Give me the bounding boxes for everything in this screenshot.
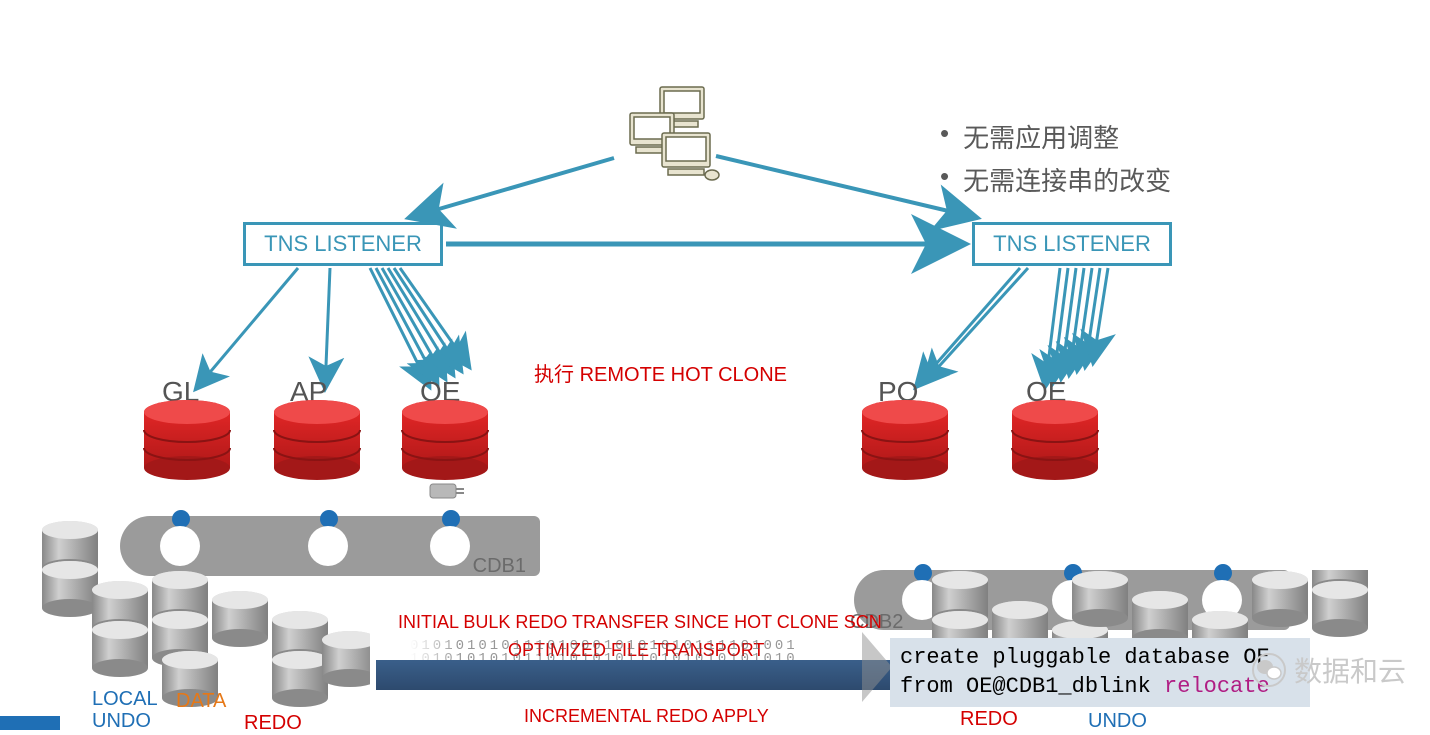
watermark: 数据和云 bbox=[1252, 650, 1406, 690]
sql-code-box: create pluggable database OE from OE@CDB… bbox=[890, 638, 1310, 707]
remote-hot-clone-label: 执行 REMOTE HOT CLONE bbox=[534, 358, 787, 387]
wechat-icon bbox=[1252, 653, 1286, 687]
db-oe-right bbox=[1010, 398, 1100, 487]
tns-listener-right: TNS LISTENER bbox=[972, 222, 1172, 266]
footer-blue-strip bbox=[0, 716, 60, 730]
db-oe-left bbox=[400, 398, 490, 487]
redo-label-right: REDO bbox=[960, 708, 1018, 731]
computers-icon bbox=[612, 85, 722, 190]
transfer-bar bbox=[376, 660, 890, 690]
bullet-2: 无需连接串的改变 bbox=[963, 161, 1171, 198]
redo-label-left: REDO bbox=[244, 712, 302, 735]
local-label: LOCAL bbox=[92, 688, 158, 711]
bullets: •无需应用调整 •无需连接串的改变 bbox=[940, 118, 1171, 198]
db-ap bbox=[272, 398, 362, 487]
bulk-redo-label: INITIAL BULK REDO TRANSFER SINCE HOT CLO… bbox=[398, 612, 882, 633]
bullet-1: 无需应用调整 bbox=[963, 118, 1119, 155]
data-label: DATA bbox=[176, 690, 226, 713]
tns-listener-left: TNS LISTENER bbox=[243, 222, 443, 266]
db-po bbox=[860, 398, 950, 487]
db-gl bbox=[142, 398, 232, 487]
plug-icon bbox=[426, 480, 466, 509]
inc-redo-label: INCREMENTAL REDO APPLY bbox=[524, 706, 769, 727]
